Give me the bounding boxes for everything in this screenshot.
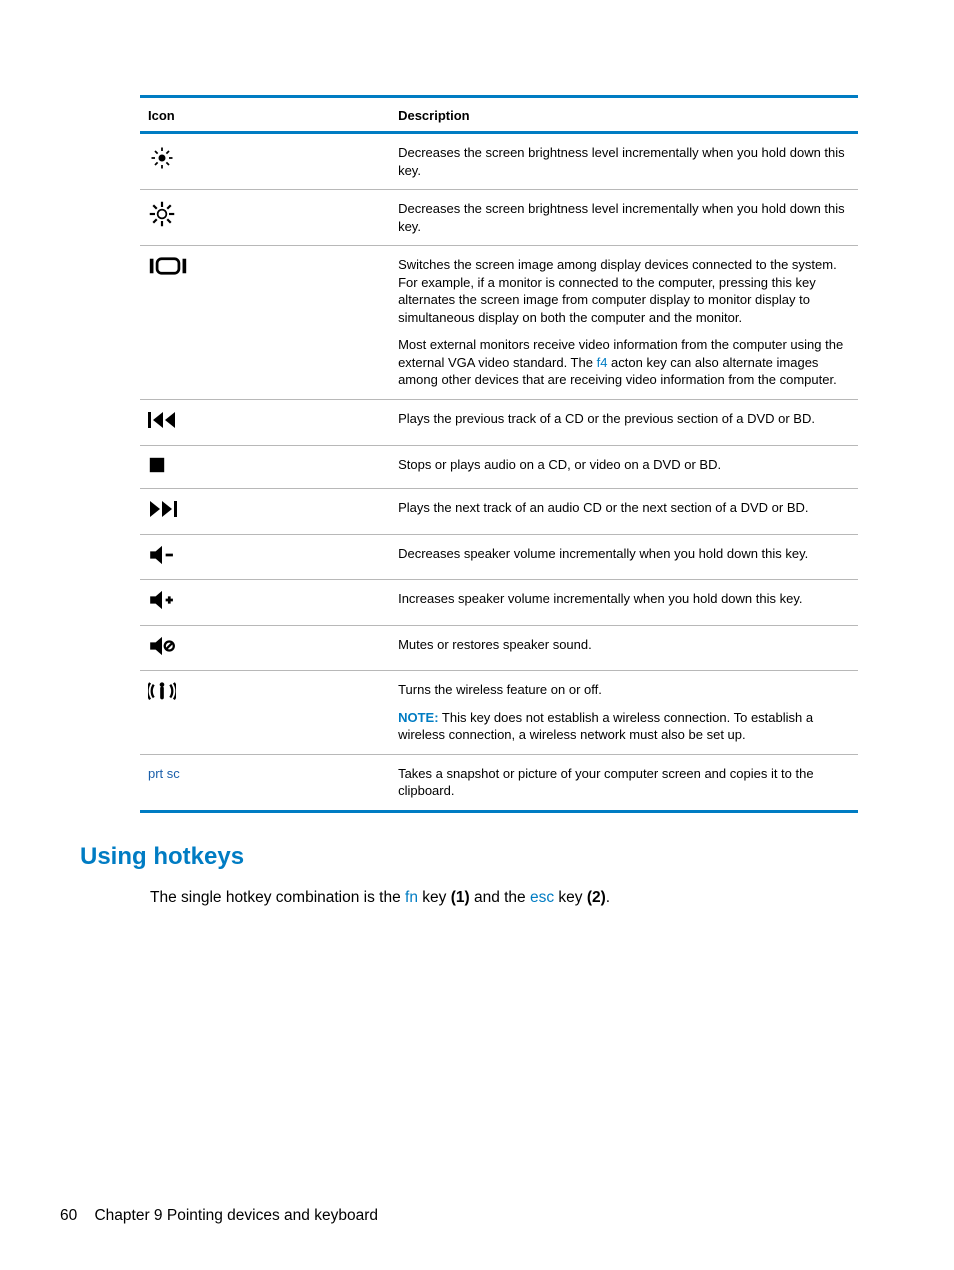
section-heading: Using hotkeys [80,843,874,871]
row-note: NOTE: This key does not establish a wire… [398,709,850,744]
brightness-up-icon [148,216,176,231]
brightness-down-icon [148,160,176,175]
row-description: Decreases the screen brightness level in… [390,133,858,190]
table-row: Turns the wireless feature on or off. NO… [140,671,858,755]
action-keys-table: Icon Description [140,95,858,813]
note-label: NOTE: [398,710,438,725]
wireless-icon [148,691,176,706]
row-description: Increases speaker volume incrementally w… [390,580,858,626]
f4-key-label: f4 [597,355,608,370]
row-description-extra: Most external monitors receive video inf… [398,336,850,389]
table-row: Switches the screen image among display … [140,246,858,400]
row-description: Switches the screen image among display … [398,256,850,326]
row-description: Plays the next track of an audio CD or t… [390,489,858,535]
next-track-icon [148,507,180,522]
prt-sc-label: prt sc [148,766,180,781]
volume-up-icon [148,598,176,613]
table-row: Stops or plays audio on a CD, or video o… [140,445,858,489]
header-description: Description [390,97,858,133]
row-description: Mutes or restores speaker sound. [390,625,858,671]
table-row: Increases speaker volume incrementally w… [140,580,858,626]
page-footer: 60 Chapter 9 Pointing devices and keyboa… [60,1207,378,1225]
section-paragraph: The single hotkey combination is the fn … [150,887,874,909]
table-row: Mutes or restores speaker sound. [140,625,858,671]
table-row: Decreases speaker volume incrementally w… [140,534,858,580]
table-row: Plays the next track of an audio CD or t… [140,489,858,535]
table-row: Decreases the screen brightness level in… [140,133,858,190]
table-row: Plays the previous track of a CD or the … [140,400,858,446]
volume-down-icon [148,553,176,568]
chapter-label: Chapter 9 Pointing devices and keyboard [94,1207,378,1224]
table-row: Decreases the screen brightness level in… [140,190,858,246]
switch-display-icon [148,264,188,279]
page-number: 60 [60,1207,77,1224]
previous-track-icon [148,418,180,433]
header-icon: Icon [140,97,390,133]
stop-icon [148,462,166,477]
row-description: Turns the wireless feature on or off. [398,681,850,699]
table-row: prt sc Takes a snapshot or picture of yo… [140,754,858,811]
row-description: Stops or plays audio on a CD, or video o… [390,445,858,489]
esc-key-label: esc [530,889,554,906]
row-description: Decreases the screen brightness level in… [390,190,858,246]
mute-icon [148,644,176,659]
row-description: Decreases speaker volume incrementally w… [390,534,858,580]
row-description: Takes a snapshot or picture of your comp… [390,754,858,811]
fn-key-label: fn [405,889,418,906]
row-description: Plays the previous track of a CD or the … [390,400,858,446]
